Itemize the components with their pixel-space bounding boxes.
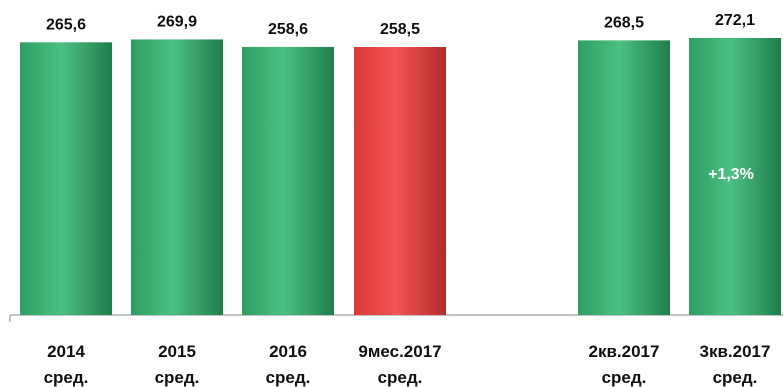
bar-2 [242, 46, 334, 315]
bar-3 [354, 47, 446, 315]
category-label-1-1: сред. [155, 368, 200, 387]
category-label-0-0: 2014 [47, 342, 85, 361]
value-label-0: 265,6 [46, 16, 86, 33]
category-label-0-1: сред. [44, 368, 89, 387]
value-label-3: 258,5 [380, 21, 420, 38]
category-label-3-0: 9мес.2017 [358, 342, 441, 361]
value-label-4: 268,5 [604, 14, 644, 31]
category-label-5-0: 3кв.2017 [700, 342, 771, 361]
value-labels: 265,6 269,9 258,6 258,5 268,5 272,1 [46, 12, 755, 38]
value-label-2: 258,6 [268, 21, 308, 38]
annotations: +1,3% [708, 166, 754, 183]
category-label-2-1: сред. [266, 368, 311, 387]
category-label-2-0: 2016 [269, 342, 307, 361]
change-annotation: +1,3% [708, 166, 754, 183]
value-label-1: 269,9 [157, 13, 197, 30]
category-label-4-1: сред. [602, 368, 647, 387]
bar-0 [20, 42, 112, 315]
bar-4 [578, 40, 670, 315]
bar-1 [131, 39, 223, 316]
category-label-4-0: 2кв.2017 [589, 342, 660, 361]
category-labels: 2014 сред. 2015 сред. 2016 сред. 9мес.2017 сред… [44, 342, 771, 387]
bars [20, 38, 781, 316]
category-label-1-0: 2015 [158, 342, 196, 361]
value-label-5: 272,1 [715, 12, 755, 29]
bar-5 [689, 38, 781, 315]
x-axis [9, 314, 783, 322]
category-label-5-1: сред. [713, 368, 758, 387]
category-label-3-1: сред. [378, 368, 423, 387]
